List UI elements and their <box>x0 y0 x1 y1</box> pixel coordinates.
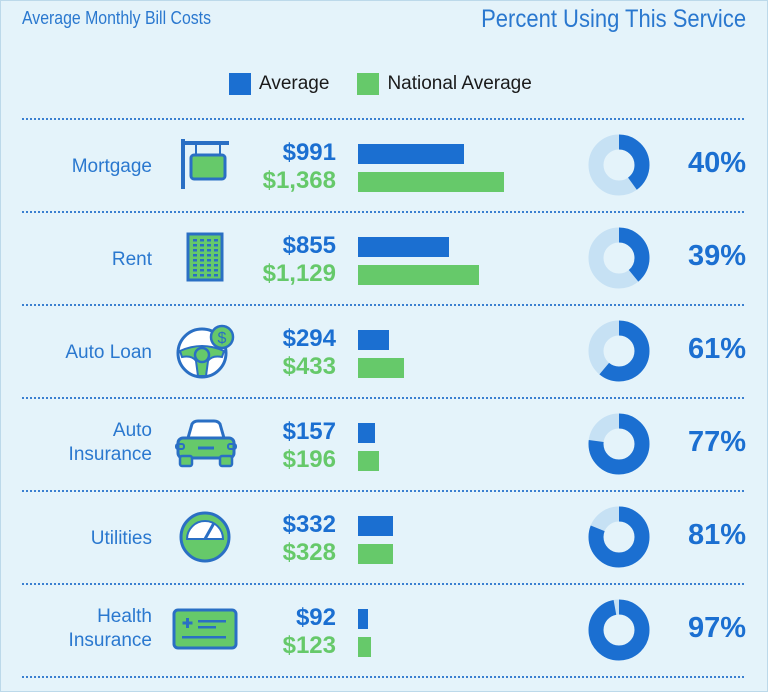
average-bar <box>358 330 390 350</box>
health-card-icon <box>172 602 238 658</box>
average-value: $991 <box>282 139 336 166</box>
row-label: Auto Loan <box>65 341 152 365</box>
average-bar <box>358 144 464 164</box>
row-divider <box>22 304 744 306</box>
percent-donut <box>587 505 651 569</box>
percent-label: 40% <box>687 147 746 179</box>
national-average-value: $196 <box>282 446 336 473</box>
donut-fill <box>588 320 650 382</box>
national-average-value: $1,368 <box>262 167 336 194</box>
row-divider <box>22 490 744 492</box>
percent-label: 81% <box>687 519 746 551</box>
donut-fill <box>588 599 650 661</box>
row-label: Health Insurance <box>69 605 152 653</box>
national-average-bar <box>358 172 505 192</box>
row-divider <box>22 676 744 678</box>
row-label-line: Utilities <box>90 528 152 549</box>
average-bar <box>358 516 394 536</box>
percent-label: 61% <box>687 333 746 365</box>
average-value: $294 <box>282 325 336 352</box>
national-average-value: $123 <box>282 632 336 659</box>
legend-swatch-national <box>357 73 380 95</box>
row-divider <box>22 583 744 585</box>
hanging-sign-icon <box>172 137 238 193</box>
row-label: Rent <box>112 248 152 272</box>
row-label-line: Insurance <box>68 444 152 465</box>
national-average-value: $433 <box>282 353 336 380</box>
row-divider <box>22 397 744 399</box>
row-auto-loan: Auto Loan $ $294 $433 61% <box>0 304 768 397</box>
percent-donut <box>587 319 651 383</box>
left-title: Average Monthly Bill Costs <box>22 8 211 28</box>
car-icon <box>172 416 238 472</box>
average-value: $157 <box>282 418 336 445</box>
row-auto-insurance: Auto Insurance $157 $196 77% <box>0 397 768 490</box>
percent-donut <box>587 598 651 662</box>
row-label-line: Auto <box>112 420 152 441</box>
national-average-bar <box>358 451 379 471</box>
row-divider <box>22 211 744 213</box>
legend-label: National Average <box>387 73 532 94</box>
donut-fill <box>588 134 650 196</box>
row-label-line: Insurance <box>68 630 152 651</box>
svg-text:$: $ <box>218 330 227 347</box>
legend-swatch-average <box>229 73 251 95</box>
percent-donut <box>587 226 651 290</box>
row-health-insurance: Health Insurance $92 $123 97% <box>0 583 768 676</box>
row-label: Mortgage <box>72 155 152 179</box>
row-label-line: Mortgage <box>71 156 152 177</box>
national-average-bar <box>358 358 405 378</box>
row-label: Utilities <box>91 527 152 551</box>
percent-label: 39% <box>687 240 746 272</box>
average-value: $332 <box>282 511 336 538</box>
average-value: $855 <box>282 232 336 259</box>
national-average-value: $328 <box>282 539 336 566</box>
row-utilities: Utilities $332 $328 81% <box>0 490 768 583</box>
row-label: Auto Insurance <box>69 419 152 467</box>
national-average-bar <box>358 265 479 285</box>
average-bar <box>358 423 375 443</box>
right-title: Percent Using This Service <box>481 5 746 33</box>
legend-average: Average <box>229 73 329 95</box>
donut-fill <box>588 413 650 475</box>
legend: Average National Average <box>229 73 560 95</box>
national-average-bar <box>358 544 394 564</box>
row-divider <box>22 118 744 120</box>
legend-label: Average <box>259 73 330 94</box>
national-average-bar <box>358 637 372 657</box>
average-bar <box>358 609 368 629</box>
steering-wheel-dollar-icon: $ <box>172 323 238 379</box>
average-value: $92 <box>295 604 336 631</box>
donut-fill <box>588 506 650 568</box>
legend-national: National Average <box>357 73 532 95</box>
average-bar <box>358 237 450 257</box>
row-rent: Rent $855 $1,129 39% <box>0 211 768 304</box>
percent-label: 77% <box>687 426 746 458</box>
national-average-value: $1,129 <box>262 260 336 287</box>
gauge-icon <box>172 509 238 565</box>
percent-label: 97% <box>687 612 746 644</box>
donut-fill <box>588 227 650 289</box>
row-label-line: Health <box>97 606 152 627</box>
row-label-line: Rent <box>111 249 152 270</box>
row-label-line: Auto Loan <box>65 342 152 363</box>
percent-donut <box>587 133 651 197</box>
percent-donut <box>587 412 651 476</box>
row-mortgage: Mortgage $991 $1,368 40% <box>0 118 768 211</box>
building-icon <box>172 230 238 286</box>
